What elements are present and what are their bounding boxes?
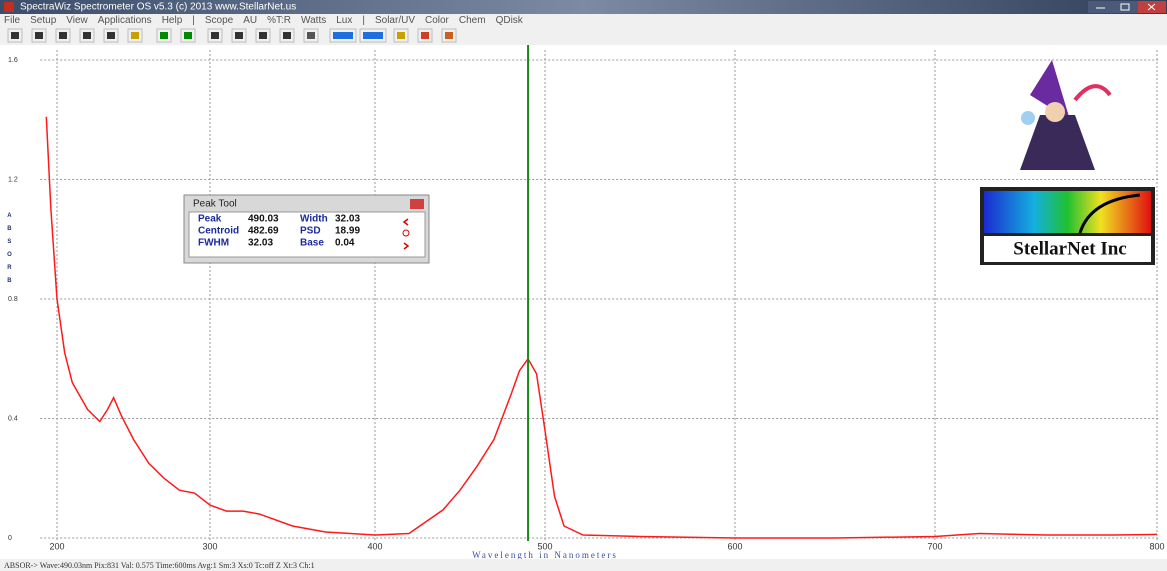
logo-text: StellarNet Inc [1013,238,1126,259]
menu-item[interactable]: AU [243,15,257,26]
x-tick-label: 400 [367,541,382,551]
x-tick-label: 600 [727,541,742,551]
menu-item[interactable]: Solar/UV [375,15,415,26]
window-title: SpectraWiz Spectrometer OS v5.3 (c) 2013… [20,2,296,13]
peak-tool-title: Peak Tool [193,199,237,210]
peak-tool-value: 18.99 [335,226,360,237]
toolbar-icon [283,32,291,39]
toolbar [0,26,1167,45]
maximize-button[interactable] [1114,1,1138,13]
peak-tool-label: Peak [198,214,222,225]
toolbar-icon [107,32,115,39]
x-tick-label: 300 [202,541,217,551]
page: {"window":{"title":"SpectraWiz Spectrome… [0,0,1167,571]
toolbar-icon [35,32,43,39]
y-tick-label: 0.8 [8,296,18,303]
sparkles [1075,86,1110,100]
x-axis-label: Wavelength in Nanometers [472,550,618,560]
status-text: ABSOR-> Wave:490.03nm Pix:831 Val: 0.575… [4,561,315,570]
peak-tool-value: 32.03 [335,214,360,225]
menu-item[interactable]: QDisk [496,15,524,26]
y-axis-label: ABSORB [6,213,12,291]
y-tick-label: 0.4 [8,415,18,422]
toolbar-icon [333,32,353,39]
menu-item[interactable]: File [4,15,21,26]
peak-tool: Peak Tool Peak 490.03 Width 32.03 Centroid 48… [184,195,429,263]
wizard-image [1020,60,1110,170]
minimize-button[interactable] [1088,1,1114,13]
menu-item[interactable]: Color [425,15,450,26]
menu-item[interactable]: %T:R [267,15,291,26]
toolbar-icon [307,32,315,39]
toolbar-icon [363,32,383,39]
wizard-face [1045,102,1065,122]
menu-item[interactable]: Scope [205,15,234,26]
x-tick-label: 200 [49,541,64,551]
toolbar-icon [131,32,139,39]
peak-tool-label: PSD [300,226,321,237]
menu-item[interactable]: Chem [459,15,486,26]
toolbar-icon [235,32,243,39]
logo: StellarNet Inc [980,187,1155,265]
peak-tool-value: 0.04 [335,238,355,249]
menu-item[interactable]: Lux [336,15,352,26]
toolbar-icon [83,32,91,39]
toolbar-icon [211,32,219,39]
peak-tool-value: 32.03 [248,238,273,249]
peak-tool-label: FWHM [198,238,229,249]
menu-item[interactable]: Watts [301,15,326,26]
x-tick-label: 700 [927,541,942,551]
app-icon [4,2,14,12]
toolbar-icon [421,32,429,39]
toolbar-icon [11,32,19,39]
y-tick-label: 0 [8,535,12,542]
crystal-ball [1021,111,1035,125]
menu-item[interactable]: Help [162,15,183,26]
app-window: SpectraWiz Spectrometer OS v5.3 (c) 2013… [0,0,1167,571]
peak-tool-value: 482.69 [248,226,279,237]
peak-tool-close[interactable] [410,199,424,209]
y-tick-label: 1.6 [8,57,18,64]
peak-tool-label: Centroid [198,226,239,237]
toolbar-icon [160,32,168,39]
toolbar-icon [259,32,267,39]
menu-item[interactable]: Applications [98,15,152,26]
peak-tool-label: Base [300,238,324,249]
y-tick-label: 1.2 [8,176,18,183]
toolbar-icon [397,32,405,39]
peak-tool-label: Width [300,214,328,225]
toolbar-icon [59,32,67,39]
menu-item: | [192,15,195,26]
menu-item[interactable]: View [66,15,88,26]
toolbar-icon [445,32,453,39]
peak-tool-value: 490.03 [248,214,279,225]
menu-item: | [362,15,365,26]
toolbar-icon [184,32,192,39]
x-tick-label: 800 [1149,541,1164,551]
menu-item[interactable]: Setup [30,15,57,26]
